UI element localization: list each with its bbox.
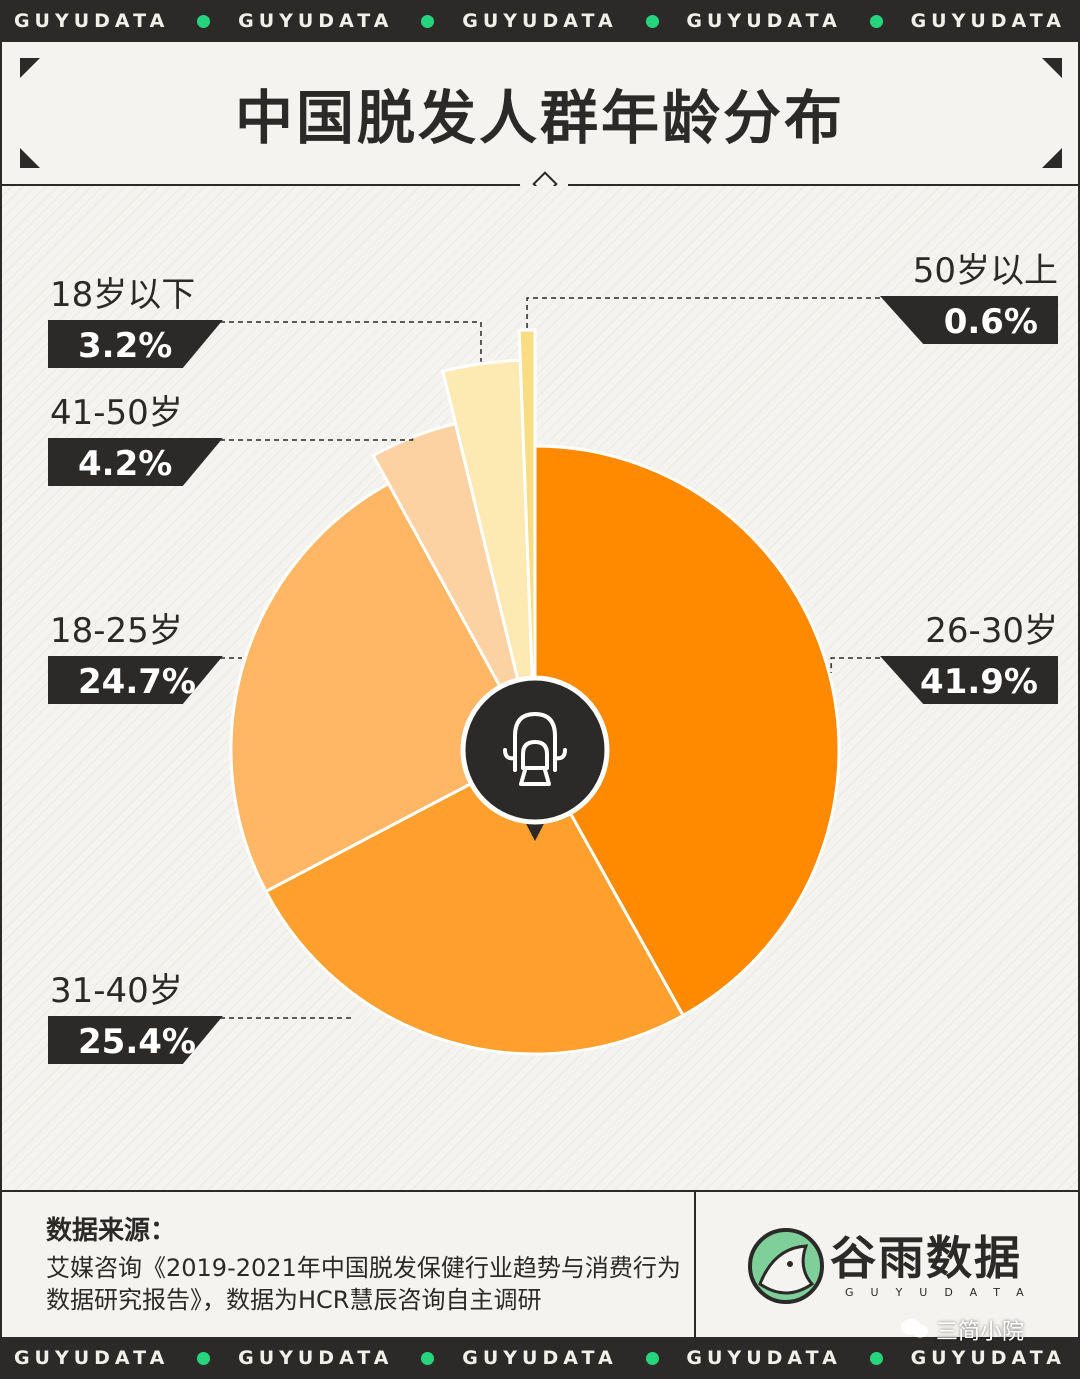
pie-slice	[533, 444, 841, 1018]
ticker-dot-icon	[197, 1351, 211, 1365]
value-label: 3.2%	[78, 326, 172, 366]
wechat-icon	[901, 1319, 928, 1338]
brand-name: 谷雨数据	[830, 1231, 1022, 1285]
category-label: 18岁以下	[50, 275, 195, 315]
ticker-dot-icon	[197, 14, 211, 28]
ticker-word: GUYUDATA	[910, 1347, 1066, 1369]
value-badge	[48, 1016, 223, 1064]
brand-logo-icon	[748, 1228, 824, 1304]
pie-chart: 41.9% 26-30岁 25.4% 31-40岁 24.7% 18-25岁 4.2% 41-…	[48, 251, 1058, 1064]
ticker-dot-icon	[869, 1351, 883, 1365]
category-label: 50岁以上	[913, 251, 1058, 291]
value-label: 4.2%	[78, 444, 172, 484]
footer: 数据来源： 艾媒咨询《2019-2021年中国脱发保健行业趋势与消费行为数据研究…	[2, 1190, 1078, 1339]
leader-line	[526, 297, 880, 329]
bottom-ticker-band: GUYUDATA GUYUDATA GUYUDATA GUYUDATA GUYU…	[0, 1337, 1080, 1379]
watermark-text: 三简小院	[936, 1320, 1025, 1345]
ticker-word: GUYUDATA	[238, 10, 394, 32]
corner-mark-bottom-right-icon	[1042, 148, 1062, 168]
value-label: 41.9%	[920, 662, 1038, 702]
leader-line	[220, 434, 414, 441]
value-badge	[880, 656, 1058, 704]
top-ticker-band: GUYUDATA GUYUDATA GUYUDATA GUYUDATA GUYU…	[0, 0, 1080, 42]
pie-slice	[263, 747, 686, 1056]
value-badge	[48, 320, 223, 368]
ticker-word: GUYUDATA	[13, 1347, 170, 1369]
value-label: 0.6%	[944, 302, 1038, 342]
ticker-dot-icon	[421, 14, 435, 28]
ticker-word: GUYUDATA	[462, 1347, 618, 1369]
center-badge	[460, 675, 610, 841]
corner-mark-top-right-icon	[1042, 58, 1062, 78]
ticker-word: GUYUDATA	[13, 10, 170, 32]
leader-line	[220, 321, 482, 362]
category-label: 41-50岁	[50, 393, 183, 433]
hair-loss-person-icon	[503, 712, 567, 786]
source-text: 艾媒咨询《2019-2021年中国脱发保健行业趋势与消费行为数据研究报告》，数据…	[46, 1254, 681, 1314]
value-badge	[48, 656, 223, 704]
corner-mark-top-left-icon	[20, 58, 40, 78]
value-label: 25.4%	[78, 1022, 196, 1062]
ticker-dot-icon	[421, 1351, 435, 1365]
ticker-dot-icon	[645, 14, 659, 28]
ticker-word: GUYUDATA	[238, 1347, 394, 1369]
ticker-word: GUYUDATA	[686, 10, 842, 32]
category-label: 31-40岁	[50, 971, 183, 1011]
center-badge-circle	[460, 675, 610, 825]
brand-subtitle: GUYUDATA	[845, 1286, 1041, 1299]
value-label: 24.7%	[78, 662, 196, 702]
ticker-word: GUYUDATA	[462, 10, 618, 32]
page-title: 中国脱发人群年龄分布	[234, 84, 845, 152]
pie-slice	[517, 328, 537, 751]
leader-line	[830, 657, 880, 673]
pie-slice	[229, 481, 538, 894]
title-panel: 中国脱发人群年龄分布	[2, 42, 1078, 186]
ticker-dot-icon	[645, 1351, 659, 1365]
ticker-word: GUYUDATA	[686, 1347, 842, 1369]
category-label: 26-30岁	[925, 611, 1058, 651]
value-badge	[880, 296, 1058, 344]
right-border	[1078, 42, 1080, 1337]
chart-area: 41.9% 26-30岁 25.4% 31-40岁 24.7% 18-25岁 4.2% 41-…	[2, 186, 1078, 1190]
value-badge	[48, 438, 223, 486]
left-border	[0, 42, 2, 1337]
source-label: 数据来源：	[46, 1216, 177, 1246]
ticker-dot-icon	[869, 14, 883, 28]
footer-divider	[694, 1192, 696, 1339]
corner-mark-bottom-left-icon	[20, 148, 40, 168]
ticker-word: GUYUDATA	[910, 10, 1066, 32]
category-label: 18-25岁	[50, 611, 183, 651]
corner-marks	[20, 58, 1062, 168]
